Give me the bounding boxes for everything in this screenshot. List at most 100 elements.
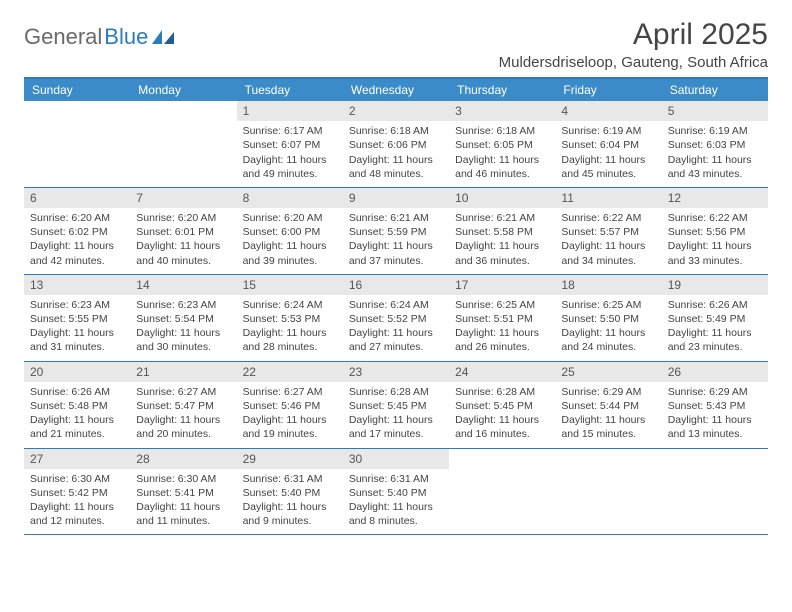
daylight-text: Daylight: 11 hours and 42 minutes. bbox=[30, 239, 124, 267]
day-cell: 22Sunrise: 6:27 AMSunset: 5:46 PMDayligh… bbox=[237, 362, 343, 448]
sunrise-text: Sunrise: 6:31 AM bbox=[349, 472, 443, 486]
day-cell: 15Sunrise: 6:24 AMSunset: 5:53 PMDayligh… bbox=[237, 275, 343, 361]
week-row: ..1Sunrise: 6:17 AMSunset: 6:07 PMDaylig… bbox=[24, 101, 768, 188]
sunrise-text: Sunrise: 6:19 AM bbox=[561, 124, 655, 138]
logo-text-1: General bbox=[24, 24, 102, 50]
day-number: 4 bbox=[555, 101, 661, 121]
day-header: Monday bbox=[130, 79, 236, 101]
day-cell: 14 Sunrise: 6:23 AMSunset: 5:54 PMDayligh… bbox=[130, 275, 236, 361]
sunrise-text: Sunrise: 6:21 AM bbox=[349, 211, 443, 225]
logo-sail-icon bbox=[152, 30, 174, 44]
daylight-text: Daylight: 11 hours and 16 minutes. bbox=[455, 413, 549, 441]
day-number: 25 bbox=[555, 362, 661, 382]
day-body: Sunrise: 6:19 AMSunset: 6:03 PMDaylight:… bbox=[662, 121, 768, 187]
day-cell: 4Sunrise: 6:19 AMSunset: 6:04 PMDaylight… bbox=[555, 101, 661, 187]
daylight-text: Daylight: 11 hours and 9 minutes. bbox=[243, 500, 337, 528]
sunrise-text: Sunrise: 6:27 AM bbox=[136, 385, 230, 399]
day-cell: 26Sunrise: 6:29 AMSunset: 5:43 PMDayligh… bbox=[662, 362, 768, 448]
sunrise-text: Sunrise: 6:25 AM bbox=[561, 298, 655, 312]
sunset-text: Sunset: 6:00 PM bbox=[243, 225, 337, 239]
daylight-text: Daylight: 11 hours and 12 minutes. bbox=[30, 500, 124, 528]
day-number: 18 bbox=[555, 275, 661, 295]
sunset-text: Sunset: 5:58 PM bbox=[455, 225, 549, 239]
sunset-text: Sunset: 5:54 PM bbox=[136, 312, 230, 326]
day-cell: 24Sunrise: 6:28 AMSunset: 5:45 PMDayligh… bbox=[449, 362, 555, 448]
daylight-text: Daylight: 11 hours and 21 minutes. bbox=[30, 413, 124, 441]
day-number: 14 bbox=[130, 275, 236, 295]
day-body: Sunrise: 6:18 AMSunset: 6:06 PMDaylight:… bbox=[343, 121, 449, 187]
sunrise-text: Sunrise: 6:23 AM bbox=[136, 298, 230, 312]
day-body: Sunrise: 6:27 AMSunset: 5:46 PMDaylight:… bbox=[237, 382, 343, 448]
day-cell: . bbox=[130, 101, 236, 187]
day-number: 3 bbox=[449, 101, 555, 121]
sunset-text: Sunset: 5:40 PM bbox=[349, 486, 443, 500]
day-cell: 20Sunrise: 6:26 AMSunset: 5:48 PMDayligh… bbox=[24, 362, 130, 448]
day-body: Sunrise: 6:23 AMSunset: 5:55 PMDaylight:… bbox=[24, 295, 130, 361]
day-body: Sunrise: 6:30 AMSunset: 5:42 PMDaylight:… bbox=[24, 469, 130, 535]
daylight-text: Daylight: 11 hours and 19 minutes. bbox=[243, 413, 337, 441]
day-body: Sunrise: 6:26 AMSunset: 5:49 PMDaylight:… bbox=[662, 295, 768, 361]
day-number: 10 bbox=[449, 188, 555, 208]
day-number: 24 bbox=[449, 362, 555, 382]
day-number: 20 bbox=[24, 362, 130, 382]
title-block: April 2025 Muldersdriseloop, Gauteng, So… bbox=[499, 18, 768, 71]
location: Muldersdriseloop, Gauteng, South Africa bbox=[499, 54, 768, 71]
day-body: Sunrise: 6:31 AMSunset: 5:40 PMDaylight:… bbox=[343, 469, 449, 535]
daylight-text: Daylight: 11 hours and 28 minutes. bbox=[243, 326, 337, 354]
day-cell: . bbox=[24, 101, 130, 187]
day-number: 13 bbox=[24, 275, 130, 295]
daylight-text: Daylight: 11 hours and 20 minutes. bbox=[136, 413, 230, 441]
daylight-text: Daylight: 11 hours and 8 minutes. bbox=[349, 500, 443, 528]
day-body: Sunrise: 6:20 AMSunset: 6:02 PMDaylight:… bbox=[24, 208, 130, 274]
day-cell: 23Sunrise: 6:28 AMSunset: 5:45 PMDayligh… bbox=[343, 362, 449, 448]
week-row: 13Sunrise: 6:23 AMSunset: 5:55 PMDayligh… bbox=[24, 275, 768, 362]
sunset-text: Sunset: 5:51 PM bbox=[455, 312, 549, 326]
sunset-text: Sunset: 5:46 PM bbox=[243, 399, 337, 413]
day-number: 22 bbox=[237, 362, 343, 382]
day-number: 15 bbox=[237, 275, 343, 295]
week-row: 27Sunrise: 6:30 AMSunset: 5:42 PMDayligh… bbox=[24, 449, 768, 536]
day-cell: . bbox=[555, 449, 661, 535]
day-cell: 9Sunrise: 6:21 AMSunset: 5:59 PMDaylight… bbox=[343, 188, 449, 274]
day-number: 30 bbox=[343, 449, 449, 469]
day-cell: 16Sunrise: 6:24 AMSunset: 5:52 PMDayligh… bbox=[343, 275, 449, 361]
daylight-text: Daylight: 11 hours and 15 minutes. bbox=[561, 413, 655, 441]
day-body: Sunrise: 6:27 AMSunset: 5:47 PMDaylight:… bbox=[130, 382, 236, 448]
sunset-text: Sunset: 6:04 PM bbox=[561, 138, 655, 152]
sunset-text: Sunset: 5:49 PM bbox=[668, 312, 762, 326]
sunrise-text: Sunrise: 6:31 AM bbox=[243, 472, 337, 486]
day-body: Sunrise: 6:24 AMSunset: 5:52 PMDaylight:… bbox=[343, 295, 449, 361]
day-body: Sunrise: 6:22 AMSunset: 5:56 PMDaylight:… bbox=[662, 208, 768, 274]
daylight-text: Daylight: 11 hours and 30 minutes. bbox=[136, 326, 230, 354]
day-body: Sunrise: 6:19 AMSunset: 6:04 PMDaylight:… bbox=[555, 121, 661, 187]
daylight-text: Daylight: 11 hours and 40 minutes. bbox=[136, 239, 230, 267]
day-number: 17 bbox=[449, 275, 555, 295]
day-number: 28 bbox=[130, 449, 236, 469]
day-number: 29 bbox=[237, 449, 343, 469]
day-body: Sunrise: 6:25 AMSunset: 5:51 PMDaylight:… bbox=[449, 295, 555, 361]
header: GeneralBlue April 2025 Muldersdriseloop,… bbox=[24, 18, 768, 71]
day-body: Sunrise: 6:22 AMSunset: 5:57 PMDaylight:… bbox=[555, 208, 661, 274]
day-cell: . bbox=[662, 449, 768, 535]
sunrise-text: Sunrise: 6:20 AM bbox=[136, 211, 230, 225]
day-number: 8 bbox=[237, 188, 343, 208]
sunset-text: Sunset: 5:45 PM bbox=[349, 399, 443, 413]
sunset-text: Sunset: 6:05 PM bbox=[455, 138, 549, 152]
day-number: 16 bbox=[343, 275, 449, 295]
daylight-text: Daylight: 11 hours and 45 minutes. bbox=[561, 153, 655, 181]
day-header: Wednesday bbox=[343, 79, 449, 101]
day-header: Friday bbox=[555, 79, 661, 101]
daylight-text: Daylight: 11 hours and 17 minutes. bbox=[349, 413, 443, 441]
day-body: Sunrise: 6:20 AMSunset: 6:01 PMDaylight:… bbox=[130, 208, 236, 274]
page: GeneralBlue April 2025 Muldersdriseloop,… bbox=[0, 0, 792, 553]
day-number: 9 bbox=[343, 188, 449, 208]
day-cell: 8Sunrise: 6:20 AMSunset: 6:00 PMDaylight… bbox=[237, 188, 343, 274]
day-body: Sunrise: 6:30 AMSunset: 5:41 PMDaylight:… bbox=[130, 469, 236, 535]
daylight-text: Daylight: 11 hours and 36 minutes. bbox=[455, 239, 549, 267]
day-body: Sunrise: 6:29 AMSunset: 5:44 PMDaylight:… bbox=[555, 382, 661, 448]
sunrise-text: Sunrise: 6:17 AM bbox=[243, 124, 337, 138]
sunset-text: Sunset: 5:55 PM bbox=[30, 312, 124, 326]
day-body: Sunrise: 6:29 AMSunset: 5:43 PMDaylight:… bbox=[662, 382, 768, 448]
sunrise-text: Sunrise: 6:18 AM bbox=[349, 124, 443, 138]
day-cell: 7Sunrise: 6:20 AMSunset: 6:01 PMDaylight… bbox=[130, 188, 236, 274]
